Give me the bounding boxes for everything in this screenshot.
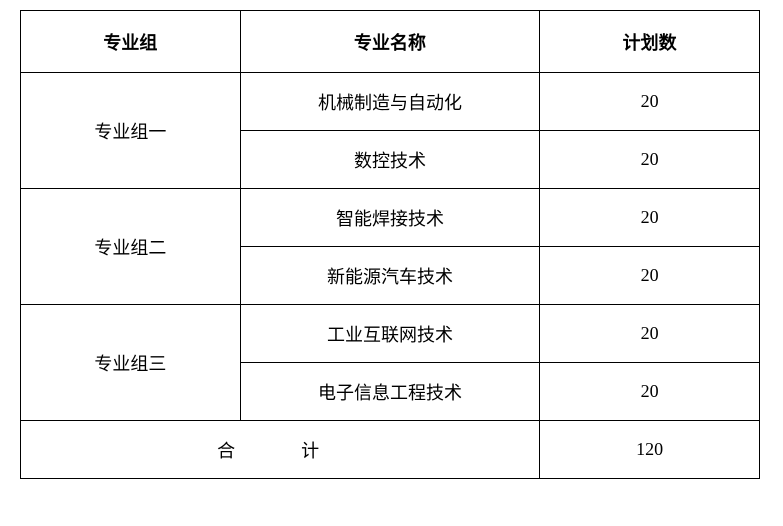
header-row: 专业组 专业名称 计划数 — [21, 11, 760, 73]
major-cell: 机械制造与自动化 — [240, 73, 540, 131]
table-row: 专业组二 智能焊接技术 20 — [21, 189, 760, 247]
header-count: 计划数 — [540, 11, 760, 73]
count-cell: 20 — [540, 305, 760, 363]
count-cell: 20 — [540, 189, 760, 247]
group-cell: 专业组二 — [21, 189, 241, 305]
table-row: 专业组三 工业互联网技术 20 — [21, 305, 760, 363]
major-cell: 智能焊接技术 — [240, 189, 540, 247]
total-label: 合 计 — [217, 441, 343, 461]
count-cell: 20 — [540, 247, 760, 305]
admissions-table: 专业组 专业名称 计划数 专业组一 机械制造与自动化 20 数控技术 20 专业… — [20, 10, 760, 479]
group-cell: 专业组一 — [21, 73, 241, 189]
major-cell: 数控技术 — [240, 131, 540, 189]
major-cell: 新能源汽车技术 — [240, 247, 540, 305]
total-row: 合 计 120 — [21, 421, 760, 479]
total-label-cell: 合 计 — [21, 421, 540, 479]
major-cell: 电子信息工程技术 — [240, 363, 540, 421]
count-cell: 20 — [540, 73, 760, 131]
count-cell: 20 — [540, 363, 760, 421]
group-cell: 专业组三 — [21, 305, 241, 421]
table-row: 专业组一 机械制造与自动化 20 — [21, 73, 760, 131]
count-cell: 20 — [540, 131, 760, 189]
major-cell: 工业互联网技术 — [240, 305, 540, 363]
header-major: 专业名称 — [240, 11, 540, 73]
total-value-cell: 120 — [540, 421, 760, 479]
header-group: 专业组 — [21, 11, 241, 73]
